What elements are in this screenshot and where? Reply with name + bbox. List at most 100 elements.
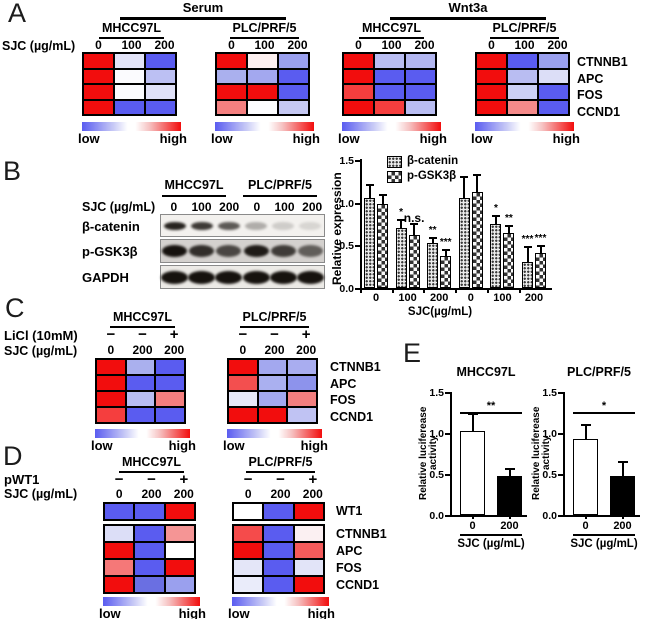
heatmap-cell xyxy=(135,504,164,519)
bar-bcatenin xyxy=(458,197,470,288)
error-bar-cap xyxy=(473,173,482,176)
heatmap-cell xyxy=(344,69,373,83)
error-bar-cap xyxy=(365,183,374,186)
heat-block: PLC/PRF/5− − +0 200 200 low high xyxy=(223,293,328,453)
error-bar xyxy=(508,469,511,477)
y-tick xyxy=(445,515,450,517)
heatmap-cell xyxy=(477,85,506,99)
blot-lane-doses: 0 100 200 0 100 200 xyxy=(160,201,326,213)
error-bar-cap xyxy=(536,245,545,248)
heatmap-cell xyxy=(258,360,287,374)
heatmap-cell xyxy=(126,392,155,406)
error-bar xyxy=(621,462,624,476)
y-axis-title: Relative luciferease activity xyxy=(418,406,439,500)
y-tick xyxy=(445,474,450,476)
gene-label: APC xyxy=(577,71,604,86)
scale-low-label: low xyxy=(78,131,100,146)
heatmap-cell xyxy=(115,100,144,114)
panel-a: A SJC (µg/mL) Serum MHCC97L 0 100 200 low high… xyxy=(0,0,650,155)
heatmap-cell xyxy=(146,69,175,83)
sign-value: + xyxy=(179,471,189,488)
luciferase-bar-control xyxy=(573,438,598,515)
heatmap-cell xyxy=(115,69,144,83)
scale-low-label: low xyxy=(99,606,121,619)
heatmap-cell xyxy=(279,69,308,83)
heatmap-cell xyxy=(258,376,287,390)
x-axis xyxy=(358,288,552,290)
sign-row: − − + xyxy=(95,327,190,342)
heatmap-cell xyxy=(217,100,246,114)
y-tick-label: 0.0 xyxy=(429,510,444,522)
y-tick xyxy=(355,202,360,205)
blot-lane xyxy=(270,215,297,236)
heatmap-cell xyxy=(126,376,155,390)
panel-a-label: A xyxy=(8,0,27,28)
scale-high-label: high xyxy=(419,131,447,146)
heatmap xyxy=(475,52,570,116)
y-tick xyxy=(355,245,360,248)
gene-label: CTNNB1 xyxy=(577,55,628,69)
dose-row: 0 100 200 xyxy=(475,39,574,51)
heatmap-wt1 xyxy=(232,502,325,521)
blot-band xyxy=(163,221,186,230)
bar-pgsk3b xyxy=(535,253,546,288)
y-axis xyxy=(360,159,362,290)
sign-row: − − + xyxy=(103,472,200,487)
heatmap-cell xyxy=(294,543,323,558)
cell-line-name: MHCC97L xyxy=(95,311,190,328)
dose-value: 100 xyxy=(191,200,212,214)
heat-block: PLC/PRF/5 0 100 200 low high xyxy=(211,0,320,150)
heatmap-cell xyxy=(156,376,184,390)
error-bar-cap xyxy=(410,223,419,226)
dose-value: 0 xyxy=(115,487,123,501)
heatmap-cell xyxy=(97,408,125,422)
x-tick-label: 0 xyxy=(372,292,380,304)
heatmap-cell xyxy=(288,392,316,406)
blot-band xyxy=(215,270,243,284)
heatmap-cell xyxy=(539,69,568,83)
cell-line-text: PLC/PRF/5 xyxy=(239,311,310,328)
scale-high-label: high xyxy=(307,606,335,619)
panel-b: B MHCC97L PLC/PRF/5 SJC (µg/mL) 0 100 200 0 100… xyxy=(0,155,650,320)
bar-pgsk3b xyxy=(408,235,420,288)
heatmap-cell xyxy=(477,69,506,83)
heatmap-cell xyxy=(105,543,134,558)
heat-scale-labels: low high xyxy=(223,439,328,452)
y-tick-label: 0.5 xyxy=(429,469,444,481)
scale-high-label: high xyxy=(168,438,196,453)
heatmap-cell xyxy=(229,360,257,374)
heat-colorbar xyxy=(82,122,181,131)
sign-row: − − + xyxy=(227,327,322,342)
legend-label: p-GSK3β xyxy=(407,170,457,183)
blot-band xyxy=(269,270,297,284)
error-bar xyxy=(584,425,587,439)
dose-row: 0 200 200 xyxy=(103,488,200,500)
x-axis xyxy=(562,515,640,517)
heatmap-cell xyxy=(539,54,568,68)
heatmap-cell xyxy=(84,69,113,83)
legend-item: β-catenin xyxy=(387,156,458,168)
heat-scale-labels: low high xyxy=(471,132,580,145)
error-bar-cap xyxy=(523,246,532,249)
heatmap-cell xyxy=(156,392,184,406)
blot-lane xyxy=(188,240,215,262)
heatmap-cell xyxy=(279,54,308,68)
error-bar xyxy=(507,225,510,233)
heatmap-cell xyxy=(258,392,287,406)
blot-lane xyxy=(161,215,188,236)
error-bar-cap xyxy=(460,176,469,179)
x-tick-label: 0 xyxy=(467,292,474,304)
dose-value: 100 xyxy=(254,38,275,52)
bar-bcatenin xyxy=(364,197,375,288)
heatmap-cell xyxy=(248,85,277,99)
heatmap-cell xyxy=(375,54,404,68)
blot-lane xyxy=(215,266,243,288)
heat-colorbar xyxy=(475,122,574,131)
dose-value: 0 xyxy=(107,343,115,357)
dose-value: 0 xyxy=(228,38,235,52)
dose-value: 200 xyxy=(287,38,308,52)
panel-d-label: D xyxy=(3,441,23,471)
x-tick-label: 200 xyxy=(613,520,632,532)
heatmap-cell xyxy=(146,85,175,99)
